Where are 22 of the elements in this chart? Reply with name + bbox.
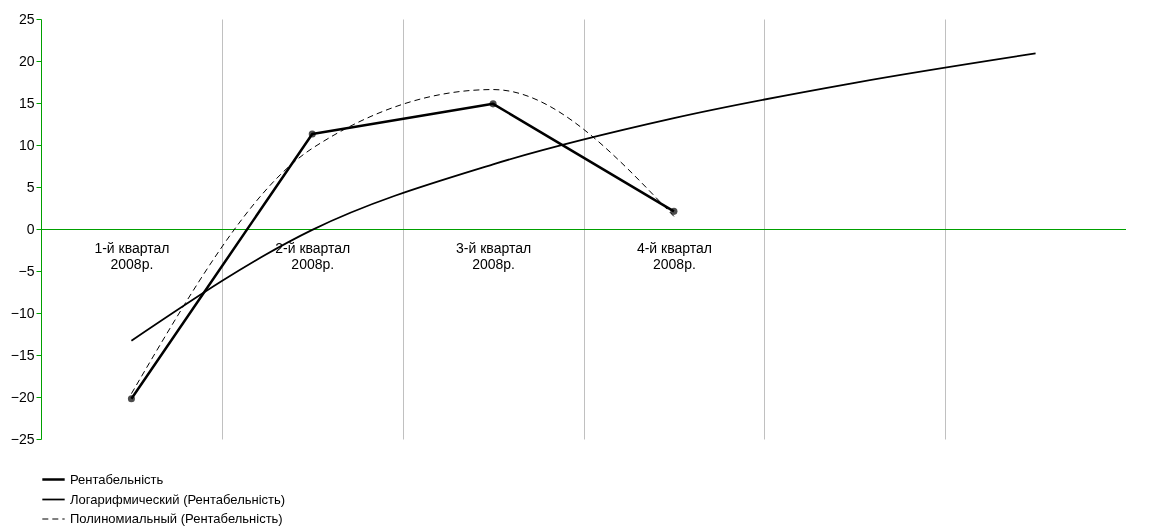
y-tick-label: 5 bbox=[26, 178, 35, 195]
y-tick-label: 20 bbox=[18, 52, 35, 69]
x-tick-label: 2-й квартал 2008р. bbox=[275, 239, 351, 272]
legend-label: Полиномиальный (Рентабельність) bbox=[70, 511, 283, 526]
y-tick-label: 15 bbox=[18, 94, 35, 111]
x-tick-label: 1-й квартал 2008р. bbox=[94, 239, 170, 272]
y-tick-label: −25 bbox=[10, 430, 35, 447]
y-tick-label: −10 bbox=[10, 304, 35, 321]
point bbox=[127, 395, 135, 403]
y-tick-label: 25 bbox=[18, 10, 35, 27]
y-tick-label: −15 bbox=[10, 346, 35, 363]
y-tick-label: 0 bbox=[26, 220, 35, 237]
legend-label: Рентабельність bbox=[70, 471, 164, 487]
y-tick-label: −5 bbox=[18, 262, 35, 279]
legend-label: Логарифмический (Рентабельність) bbox=[70, 491, 286, 507]
point bbox=[489, 100, 497, 108]
x-tick-label: 4-й квартал 2008р. bbox=[636, 239, 712, 272]
x-tick-label: 3-й квартал 2008р. bbox=[456, 239, 532, 272]
point bbox=[308, 130, 316, 138]
y-tick-label: 10 bbox=[18, 136, 35, 153]
point bbox=[670, 207, 678, 215]
y-tick-label: −20 bbox=[10, 388, 35, 405]
